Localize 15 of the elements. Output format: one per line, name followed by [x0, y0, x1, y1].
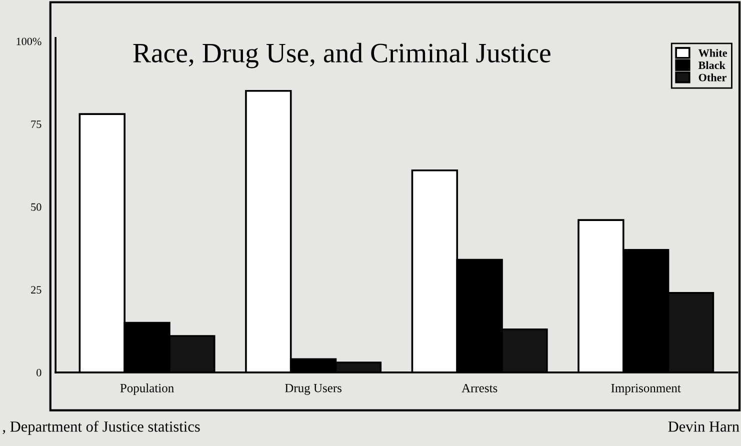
y-tick-label: 75 — [31, 120, 42, 128]
legend-label: Black — [698, 61, 726, 70]
y-tick-label: 25 — [31, 286, 42, 294]
legend-label: White — [698, 48, 728, 57]
text: , Department of Justice statistics — [2, 420, 200, 435]
x-tick-label: Drug Users — [285, 384, 342, 395]
y-tick-label: 100% — [16, 38, 42, 46]
text: Devin Harn — [668, 421, 740, 432]
x-tick-label: Imprisonment — [611, 384, 681, 395]
legend-label: Other — [698, 73, 726, 82]
y-tick-label: 0 — [36, 368, 42, 376]
x-tick-label: Arrests — [462, 384, 498, 392]
x-tick-label: Population — [120, 384, 174, 395]
chart-title: Race, Drug Use, and Criminal Justice — [133, 42, 550, 68]
y-tick-label: 50 — [31, 203, 42, 211]
